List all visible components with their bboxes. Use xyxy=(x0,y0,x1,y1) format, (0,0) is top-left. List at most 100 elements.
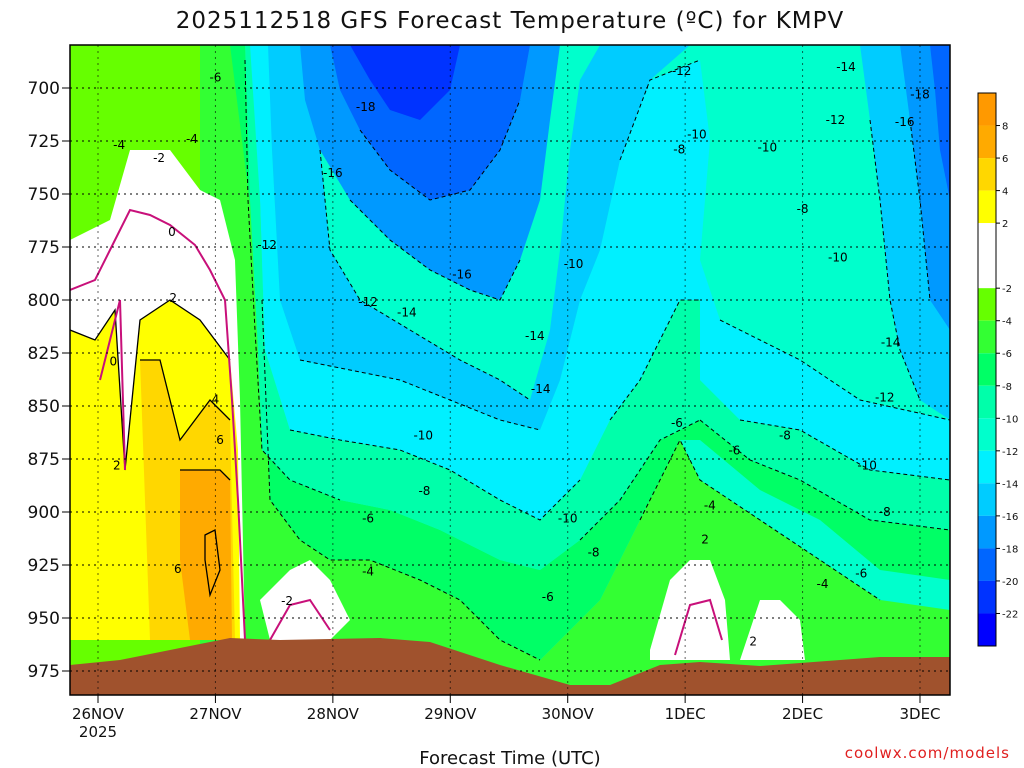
colorbar-swatch xyxy=(978,450,996,484)
colorbar-tick-label: 8 xyxy=(1002,122,1008,133)
contour-label: -2 xyxy=(153,151,165,165)
colorbar-tick-label: 4 xyxy=(1002,187,1008,198)
colorbar-tick-label: 6 xyxy=(1002,154,1008,165)
band-minus8 xyxy=(230,45,950,660)
contour-label: -4 xyxy=(704,499,716,513)
band-minus12 xyxy=(250,45,950,520)
x-tick-label: 2DEC xyxy=(782,705,823,723)
x-tick-label: 1DEC xyxy=(665,705,706,723)
y-tick-label: 750 xyxy=(28,185,60,205)
x-tick-label: 29NOV xyxy=(424,705,477,723)
x-tick-year: 2025 xyxy=(79,723,117,741)
contour-label: -14 xyxy=(531,382,551,396)
contour-label: -6 xyxy=(362,511,374,525)
y-tick-label: 925 xyxy=(28,556,60,576)
contour-label: -4 xyxy=(362,564,374,578)
colorbar-frame xyxy=(977,92,997,647)
white-pocket-1dec xyxy=(650,560,730,660)
x-tick-label: 28NOV xyxy=(307,705,360,723)
contour-label: -10 xyxy=(857,458,877,472)
contour-label: 2 xyxy=(169,291,177,305)
colorbar-swatch xyxy=(978,353,996,386)
colorbar-tick-label: -12 xyxy=(1002,447,1018,458)
colorbar-tick-label: 2 xyxy=(1002,219,1008,230)
contour-label: -2 xyxy=(281,594,293,608)
contour-label: -6 xyxy=(542,590,554,604)
colorbar-swatch xyxy=(978,418,996,451)
contour-label: -14 xyxy=(525,329,545,343)
contour-label: -12 xyxy=(358,295,378,309)
contour-label: -16 xyxy=(452,268,472,282)
contour-label: -12 xyxy=(875,391,895,405)
credit-text: coolwx.com/models xyxy=(845,744,1010,762)
y-tick-label: 725 xyxy=(28,132,60,152)
contour-label: -6 xyxy=(855,566,867,580)
contour-label: -4 xyxy=(186,132,198,146)
colorbar-swatch xyxy=(978,515,996,549)
colorbar-tick-label: -4 xyxy=(1002,317,1012,328)
colorbar-swatch xyxy=(978,190,996,224)
colorbar-tick-label: -8 xyxy=(1002,382,1012,393)
colorbar-tick-label: -14 xyxy=(1002,479,1018,490)
white-pocket-2dec xyxy=(740,600,805,660)
band-minus6 xyxy=(200,45,950,695)
x-axis-label: Forecast Time (UTC) xyxy=(419,748,600,768)
contour-label: -8 xyxy=(588,545,600,559)
zero-contours xyxy=(70,208,723,656)
contour-label: 2 xyxy=(701,533,709,547)
colorbar-swatch xyxy=(978,223,996,289)
contour-label: 6 xyxy=(174,562,182,576)
contour-label: -8 xyxy=(879,505,891,519)
contour-label: -16 xyxy=(895,115,915,129)
contour-label: -10 xyxy=(828,251,848,265)
contour-label: 0 xyxy=(109,354,117,368)
colorbar-tick-label: -16 xyxy=(1002,512,1018,523)
y-tick-label: 875 xyxy=(28,450,60,470)
y-axis: 700 725 750 775 800 825 850 875 900 925 950 975 xyxy=(28,79,70,682)
contour-label: 0 xyxy=(168,225,176,239)
band-minus20 xyxy=(350,45,460,120)
contour-label: -8 xyxy=(673,142,685,156)
contour-label: -8 xyxy=(779,429,791,443)
contour-label: 2 xyxy=(749,634,757,648)
y-tick-label: 975 xyxy=(28,662,60,682)
contour-label: -10 xyxy=(558,511,578,525)
y-tick-label: 800 xyxy=(28,291,60,311)
y-tick-label: 950 xyxy=(28,609,60,629)
contour-label: -6 xyxy=(728,444,740,458)
terrain xyxy=(70,638,950,695)
colorbar-swatch xyxy=(978,548,996,581)
contour-label: -10 xyxy=(564,257,584,271)
colorbar-swatch xyxy=(978,320,996,354)
colorbar-tick-label: -20 xyxy=(1002,577,1018,588)
colorbar: 8 6 4 2 -2 -4 -6 -8 -10 -12 -14 -16 -18 -20 -22 xyxy=(977,92,1018,647)
contour-label: -12 xyxy=(672,64,692,78)
colorbar-swatch xyxy=(978,125,996,159)
x-axis: 26NOV 27NOV 28NOV 29NOV 30NOV 1DEC 2DEC 3DEC xyxy=(72,695,941,723)
y-tick-label: 850 xyxy=(28,397,60,417)
plot-area: -6-4-2-40204626-12-2-16-18-12-14-4-6-8-1… xyxy=(70,45,950,695)
x-tick-label: 26NOV xyxy=(72,705,125,723)
y-tick-label: 700 xyxy=(28,79,60,99)
contour-label: -10 xyxy=(687,128,707,142)
band-minus14 xyxy=(268,45,690,430)
contour-label: -14 xyxy=(397,306,417,320)
x-tick-label: 3DEC xyxy=(899,705,940,723)
x-tick-label: 27NOV xyxy=(189,705,242,723)
y-tick-label: 775 xyxy=(28,238,60,258)
colorbar-swatch xyxy=(978,93,996,126)
contour-label: -18 xyxy=(356,100,376,114)
colorbar-swatch xyxy=(978,483,996,516)
contour-label: -6 xyxy=(671,416,683,430)
contour-label: -4 xyxy=(817,577,829,591)
x-tick-label: 30NOV xyxy=(542,705,595,723)
chart-title: 2025112518 GFS Forecast Temperature (ºC)… xyxy=(176,8,844,34)
contour-label: -8 xyxy=(418,484,430,498)
contour-label: -6 xyxy=(209,70,221,84)
gridlines xyxy=(70,45,950,695)
band-east-coldest xyxy=(930,45,950,200)
plot-frame xyxy=(69,44,951,696)
contour-label: -14 xyxy=(881,335,901,349)
colorbar-tick-label: -2 xyxy=(1002,284,1012,295)
